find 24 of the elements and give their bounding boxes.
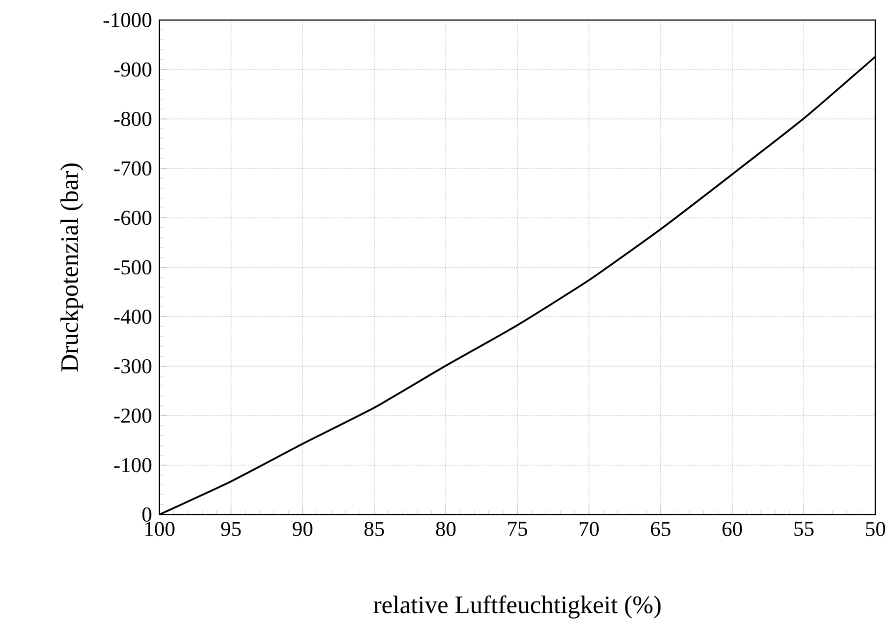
y-tick-label: -700	[114, 161, 152, 176]
x-tick-label: 95	[221, 522, 241, 536]
y-axis-title: Druckpotenzial (bar)	[60, 163, 84, 372]
x-tick-label: 75	[508, 522, 528, 536]
y-tick-label: -800	[114, 112, 152, 126]
x-axis-title: relative Luftfeuchtigkeit (%)	[374, 595, 661, 618]
x-tick-label: 90	[292, 522, 312, 536]
x-tick-label: 100	[145, 522, 174, 536]
y-tick-label: -500	[114, 260, 152, 274]
x-tick-label: 70	[580, 522, 599, 536]
y-tick-label: -900	[114, 62, 152, 77]
x-tick-label: 55	[794, 522, 814, 536]
x-tick-label: 65	[650, 522, 670, 536]
y-tick-label: -400	[114, 310, 152, 324]
x-tick-label: 80	[436, 522, 456, 536]
y-tick-label: -300	[114, 359, 152, 374]
y-tick-label: -100	[114, 458, 152, 472]
y-tick-label: -200	[114, 408, 152, 423]
y-tick-label: -600	[114, 210, 152, 225]
x-tick-label: 85	[364, 522, 384, 536]
x-tick-label: 60	[722, 522, 742, 536]
x-tick-label: 50	[866, 522, 886, 536]
y-tick-label: 0	[142, 507, 152, 522]
y-tick-label: -1000	[104, 12, 152, 28]
